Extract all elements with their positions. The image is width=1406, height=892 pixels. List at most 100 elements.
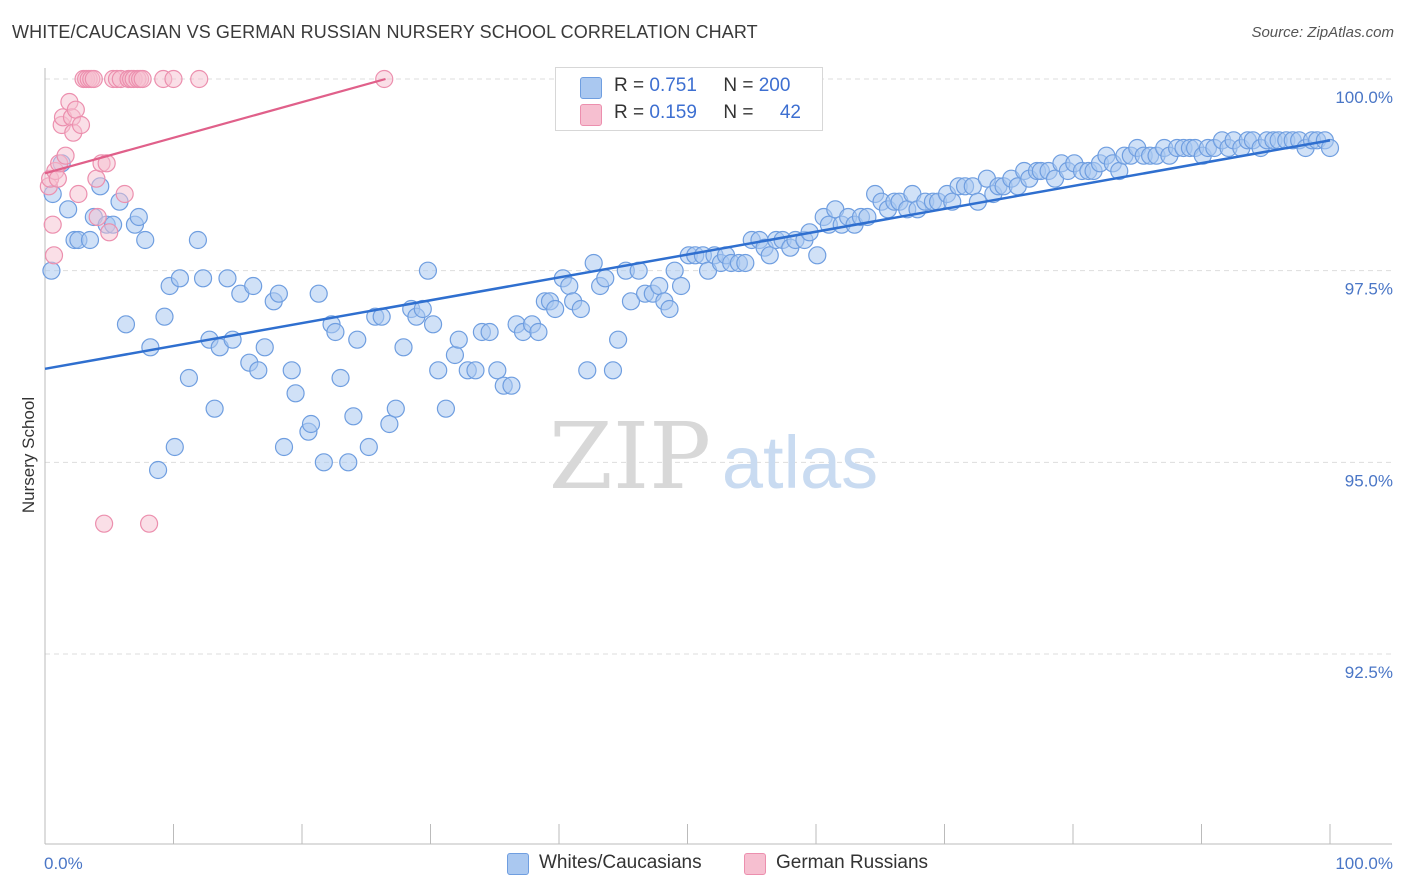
data-point-whites <box>148 460 168 480</box>
data-point-german-russians <box>133 69 152 89</box>
trend-line-german-russians <box>44 77 386 175</box>
data-point-german-russians <box>87 169 106 188</box>
stats-legend: R = 0.751 N = 200 R = 0.159 N = 42 <box>555 67 823 131</box>
data-point-whites <box>188 230 208 250</box>
data-point-german-russians <box>43 215 62 234</box>
legend-r-value: 0.751 <box>649 75 697 96</box>
data-point-whites <box>274 437 294 457</box>
y-tick-label: 97.5% <box>1345 280 1393 299</box>
legend-r-label: R = <box>614 75 645 96</box>
data-point-whites <box>282 361 301 380</box>
data-point-whites <box>42 261 61 280</box>
legend-r-label: R = <box>614 102 645 123</box>
data-point-whites <box>529 322 548 342</box>
data-point-whites <box>1320 138 1340 158</box>
tick-labels: 92.5% 95.0% 97.5% 100.0% 0.0% 100.0% <box>44 88 1393 873</box>
data-point-whites <box>116 315 136 334</box>
bottom-swatch-blue <box>507 853 529 875</box>
legend-n-label: N = <box>723 102 754 123</box>
data-point-whites <box>136 230 155 250</box>
data-point-german-russians <box>69 184 88 204</box>
watermark-zip: ZIP <box>549 403 711 510</box>
data-point-whites <box>205 399 224 418</box>
chart-title: WHITE/CAUCASIAN VS GERMAN RUSSIAN NURSER… <box>12 22 758 42</box>
data-point-whites <box>380 414 399 434</box>
x-tick-label: 100.0% <box>1335 854 1393 873</box>
data-point-whites <box>348 330 367 349</box>
data-point-whites <box>445 345 465 365</box>
data-point-whites <box>671 276 691 296</box>
data-point-whites <box>760 246 779 265</box>
data-point-whites <box>394 338 413 357</box>
watermark-atlas: atlas <box>722 421 878 504</box>
data-point-whites <box>571 299 590 319</box>
data-point-whites <box>488 361 507 380</box>
data-point-german-russians <box>164 69 183 89</box>
data-point-whites <box>155 307 174 326</box>
bottom-legend-label: Whites/Caucasians <box>539 852 702 873</box>
legend-n-value: 200 <box>758 75 791 96</box>
data-point-german-russians <box>190 69 209 89</box>
data-point-whites <box>255 338 274 357</box>
data-point-whites <box>301 414 321 434</box>
data-point-whites <box>449 330 468 349</box>
data-point-whites <box>665 261 684 280</box>
data-point-whites <box>326 322 345 342</box>
bottom-swatch-pink <box>744 853 766 875</box>
y-tick-label: 92.5% <box>1345 663 1393 682</box>
data-point-whites <box>359 437 378 457</box>
data-point-german-russians <box>115 184 134 204</box>
y-tick-label: 100.0% <box>1335 88 1393 107</box>
data-point-whites <box>736 253 755 273</box>
data-point-whites <box>546 299 565 319</box>
data-point-whites <box>269 284 288 303</box>
data-point-whites <box>141 338 160 357</box>
legend-swatch-blue <box>580 77 602 99</box>
data-point-whites <box>386 399 405 418</box>
y-axis-label: Nursery School <box>19 397 38 513</box>
data-point-whites <box>129 207 148 227</box>
data-point-whites <box>218 269 237 288</box>
data-point-whites <box>808 246 827 265</box>
data-point-german-russians <box>71 115 91 135</box>
data-point-german-russians <box>97 154 116 173</box>
data-point-german-russians <box>56 146 75 165</box>
bottom-legend-label: German Russians <box>776 852 929 873</box>
data-point-whites <box>314 453 333 472</box>
data-point-whites <box>603 361 623 380</box>
legend-r-value: 0.159 <box>649 102 697 123</box>
x-tick-label: 0.0% <box>44 854 83 873</box>
data-point-whites <box>621 292 641 311</box>
data-point-whites <box>344 407 363 426</box>
data-point-whites <box>418 261 438 280</box>
german-russian-points <box>39 69 394 533</box>
data-point-whites <box>609 330 628 349</box>
data-point-whites <box>578 361 597 380</box>
data-point-whites <box>429 361 448 380</box>
data-point-whites <box>309 284 328 303</box>
data-point-whites <box>596 269 615 288</box>
data-point-german-russians <box>95 514 114 533</box>
data-point-whites <box>502 376 521 395</box>
legend-n-label: N = <box>723 75 754 96</box>
data-point-whites <box>80 230 100 250</box>
legend-swatch-pink <box>580 104 602 126</box>
legend-n-value: 42 <box>779 102 801 123</box>
chart-source: Source: ZipAtlas.com <box>1251 24 1394 41</box>
data-point-whites <box>339 453 358 472</box>
data-point-whites <box>436 399 456 418</box>
data-point-whites <box>480 322 499 342</box>
data-point-german-russians <box>88 207 107 227</box>
data-point-german-russians <box>84 69 103 89</box>
data-point-whites <box>423 315 443 334</box>
data-point-whites <box>244 276 263 296</box>
trend-line-whites <box>44 139 1331 371</box>
data-point-german-russians <box>44 246 64 265</box>
data-point-whites <box>331 368 350 388</box>
data-point-german-russians <box>139 514 159 533</box>
axes <box>44 68 1392 845</box>
trend-lines <box>44 77 1331 371</box>
y-tick-label: 95.0% <box>1345 471 1393 490</box>
data-point-german-russians <box>66 100 85 119</box>
